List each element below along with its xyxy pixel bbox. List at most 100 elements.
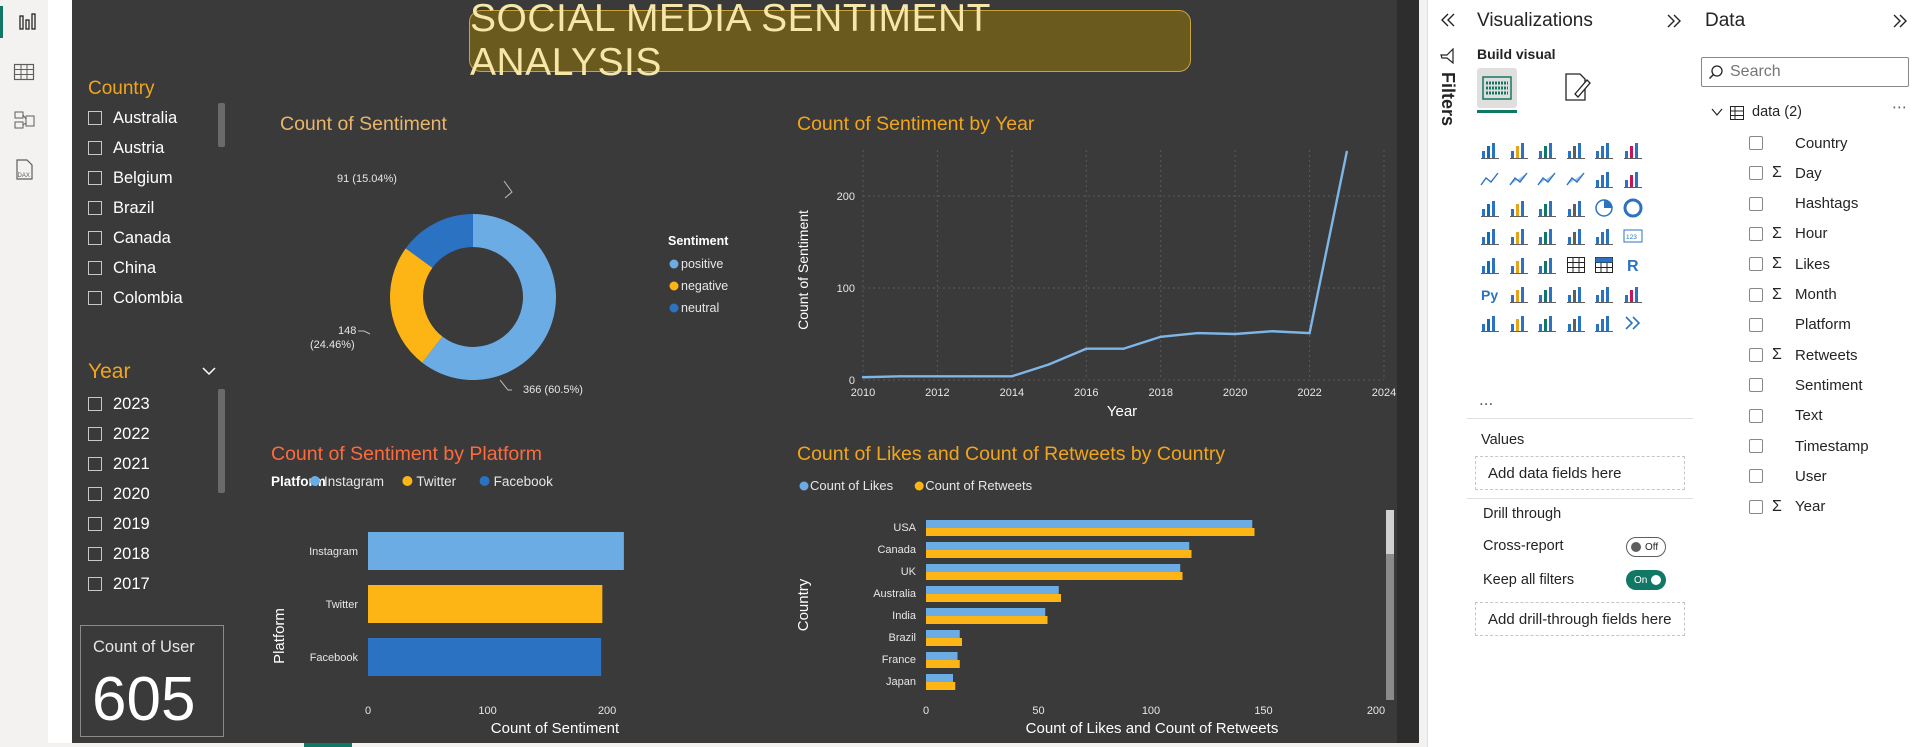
table-visual-icon[interactable] <box>1563 252 1589 278</box>
field-month[interactable]: Σ Month <box>1693 280 1917 310</box>
donut-slices[interactable] <box>390 214 556 380</box>
card-visual-icon[interactable]: 123 <box>1620 223 1646 249</box>
filled-map-visual-icon[interactable] <box>1534 223 1560 249</box>
line-point-2014[interactable] <box>1010 375 1014 378</box>
chevron-down-icon[interactable] <box>1711 107 1723 117</box>
field-checkbox[interactable] <box>1749 408 1763 423</box>
country-bar-canada-retweets[interactable] <box>926 550 1192 558</box>
country-bar-india-likes[interactable] <box>926 608 1046 616</box>
year-slicer-item[interactable]: 2018 <box>88 539 228 569</box>
checkbox[interactable] <box>88 577 102 591</box>
collapse-visualizations-icon[interactable] <box>1665 13 1683 29</box>
year-slicer-item[interactable]: 2017 <box>88 569 228 599</box>
table-view-button[interactable] <box>8 56 40 88</box>
r-visual-visual-icon[interactable]: R <box>1620 252 1646 278</box>
report-view-button[interactable] <box>0 6 48 38</box>
matrix-visual-icon[interactable] <box>1591 252 1617 278</box>
year-slicer-item[interactable]: 2021 <box>88 449 228 479</box>
donut-slice-positive[interactable] <box>422 214 556 380</box>
country-slicer-item[interactable]: Belgium <box>88 163 228 193</box>
country-slicer-item[interactable]: Australia <box>88 103 228 133</box>
arcgis-visual-icon[interactable] <box>1563 310 1589 336</box>
country-bar-usa-likes[interactable] <box>926 520 1253 528</box>
data-search-box[interactable] <box>1701 57 1909 87</box>
field-timestamp[interactable]: Timestamp <box>1693 431 1917 461</box>
azure-map-visual-icon[interactable] <box>1563 223 1589 249</box>
pie-visual-icon[interactable] <box>1591 195 1617 221</box>
donut-slice-negative[interactable] <box>390 248 443 363</box>
more-visual-visual-icon[interactable] <box>1620 310 1646 336</box>
field-checkbox[interactable] <box>1749 317 1763 332</box>
table-node[interactable]: data (2) ⋯ <box>1693 98 1917 125</box>
format-visual-tab[interactable] <box>1561 70 1593 108</box>
country-slicer-item[interactable]: Canada <box>88 223 228 253</box>
field-hashtags[interactable]: Hashtags <box>1693 189 1917 219</box>
kpi-visual-icon[interactable] <box>1506 252 1532 278</box>
mashup-visual-icon[interactable] <box>1591 310 1617 336</box>
field-day[interactable]: Σ Day <box>1693 158 1917 188</box>
data-search-input[interactable] <box>1730 61 1900 83</box>
treemap-visual-icon[interactable] <box>1477 223 1503 249</box>
active-page-tab-indicator[interactable] <box>304 743 352 747</box>
ribbon-visual-icon[interactable] <box>1477 195 1503 221</box>
country-slicer-scrollbar[interactable] <box>218 103 225 147</box>
donut-slice-neutral[interactable] <box>405 214 473 268</box>
line-point-2019[interactable] <box>1196 331 1200 335</box>
scatter-visual-icon[interactable] <box>1563 195 1589 221</box>
field-hour[interactable]: Σ Hour <box>1693 219 1917 249</box>
country-bar-india-retweets[interactable] <box>926 616 1048 624</box>
field-checkbox[interactable] <box>1749 196 1763 211</box>
country-bar-brazil-retweets[interactable] <box>926 638 962 646</box>
checkbox[interactable] <box>88 397 102 411</box>
model-view-button[interactable] <box>8 104 40 136</box>
field-likes[interactable]: Σ Likes <box>1693 249 1917 279</box>
paginated-report-visual-icon[interactable] <box>1477 310 1503 336</box>
field-checkbox[interactable] <box>1749 499 1763 514</box>
platform-bar-twitter[interactable] <box>368 585 603 623</box>
field-checkbox[interactable] <box>1749 136 1763 150</box>
country-bar-japan-retweets[interactable] <box>926 682 956 690</box>
line-point-2017[interactable] <box>1122 347 1125 350</box>
field-retweets[interactable]: Σ Retweets <box>1693 340 1917 370</box>
line-visual-icon[interactable] <box>1477 166 1503 192</box>
donut-visual-icon[interactable] <box>1620 195 1646 221</box>
field-checkbox[interactable] <box>1749 257 1763 272</box>
keep-all-filters-toggle[interactable]: On <box>1626 570 1666 590</box>
line-point-2012[interactable] <box>936 375 939 378</box>
field-checkbox[interactable] <box>1749 166 1763 181</box>
checkbox[interactable] <box>88 231 102 245</box>
year-slicer-item[interactable]: 2020 <box>88 479 228 509</box>
metrics-visual-icon[interactable] <box>1620 281 1646 307</box>
area-visual-icon[interactable] <box>1506 166 1532 192</box>
clustered-column-visual-icon[interactable] <box>1563 137 1589 163</box>
qa-visual-icon[interactable] <box>1563 281 1589 307</box>
field-checkbox[interactable] <box>1749 226 1763 241</box>
clustered-bar-visual-icon[interactable] <box>1534 137 1560 163</box>
field-checkbox[interactable] <box>1749 439 1763 453</box>
funnel-visual-icon[interactable] <box>1534 195 1560 221</box>
stacked-area-visual-icon[interactable] <box>1534 166 1560 192</box>
line-point-2022[interactable] <box>1308 331 1311 335</box>
country-slicer-item[interactable]: Colombia <box>88 283 228 313</box>
country-bar-france-retweets[interactable] <box>926 660 960 668</box>
dax-query-view-button[interactable]: DAX <box>8 154 40 186</box>
100-stacked-bar-visual-icon[interactable] <box>1591 137 1617 163</box>
more-visuals-button[interactable]: ... <box>1479 390 1494 409</box>
field-platform[interactable]: Platform <box>1693 310 1917 340</box>
chevron-down-icon[interactable] <box>201 365 217 377</box>
field-sentiment[interactable]: Sentiment <box>1693 370 1917 400</box>
country-bar-uk-retweets[interactable] <box>926 572 1183 580</box>
checkbox[interactable] <box>88 547 102 561</box>
checkbox[interactable] <box>88 171 102 185</box>
table-more-options-icon[interactable]: ⋯ <box>1892 98 1907 116</box>
stacked-column-visual-icon[interactable] <box>1506 137 1532 163</box>
decomposition-tree-visual-icon[interactable] <box>1534 281 1560 307</box>
line-stacked-column-visual-icon[interactable] <box>1591 166 1617 192</box>
drill-through-drop-well[interactable]: Add drill-through fields here <box>1475 602 1685 636</box>
python-visual-visual-icon[interactable]: Py <box>1477 281 1503 307</box>
filters-pane-collapsed[interactable]: Filters <box>1427 0 1469 747</box>
field-year[interactable]: Σ Year <box>1693 492 1917 522</box>
country-bar-uk-likes[interactable] <box>926 564 1181 572</box>
year-slicer-item[interactable]: 2023 <box>88 389 228 419</box>
line-point-2021[interactable] <box>1271 330 1274 333</box>
